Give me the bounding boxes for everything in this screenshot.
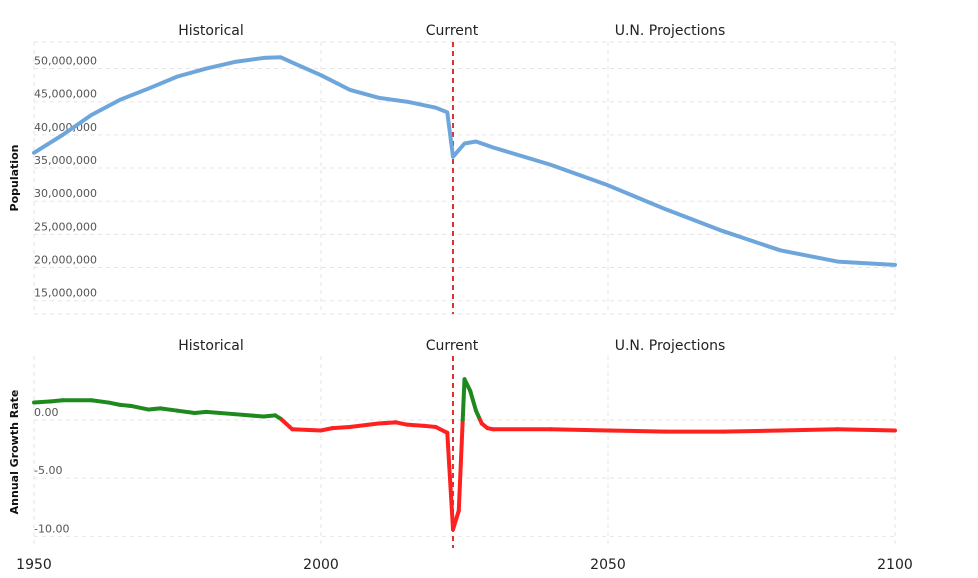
x-tick-label: 2100 xyxy=(877,557,913,573)
growth-rate-segment xyxy=(445,430,456,532)
growth-rate-segment xyxy=(462,377,473,393)
growth-rate-segment xyxy=(606,428,668,434)
era-label-projections: U.N. Projections xyxy=(615,338,726,354)
growth-rate-segment xyxy=(405,422,427,428)
growth-rate-segment xyxy=(456,418,465,513)
x-tick-label: 2000 xyxy=(303,557,339,573)
growth-rate-segment xyxy=(468,388,478,413)
population-line xyxy=(32,55,897,267)
growth-rate-segment xyxy=(376,420,398,426)
growth-rate-segment xyxy=(548,427,610,433)
y-tick-label: 50,000,000 xyxy=(34,55,97,68)
x-axis: 1950 2000 2050 2100 xyxy=(16,557,913,573)
x-tick-label: 1950 xyxy=(16,557,52,573)
y-tick-label: 20,000,000 xyxy=(34,254,97,267)
y-tick-label: 45,000,000 xyxy=(34,88,97,101)
growth-rate-segment xyxy=(32,399,54,405)
y-tick-label: 15,000,000 xyxy=(34,287,97,300)
y-tick-label: 0.00 xyxy=(34,406,59,419)
era-label-current: Current xyxy=(426,338,479,354)
y-axis-label: Population xyxy=(8,145,21,212)
growth-rate-segment xyxy=(204,409,237,417)
era-label-historical: Historical xyxy=(178,23,244,39)
growth-rate-segment xyxy=(720,428,783,434)
y-tick-label: 30,000,000 xyxy=(34,187,97,200)
growth-rate-segment xyxy=(232,412,266,419)
growth-rate-segment xyxy=(290,427,323,433)
y-tick-label: 35,000,000 xyxy=(34,154,97,167)
growth-rate-segment xyxy=(347,421,381,429)
growth-rate-segment xyxy=(89,398,111,405)
growth-rate-segment xyxy=(835,427,897,433)
growth-rate-segment xyxy=(460,377,467,422)
population-panel: 50,000,00045,000,00040,000,00035,000,000… xyxy=(8,23,897,315)
y-axis-label: Annual Growth Rate xyxy=(8,390,21,515)
growth-rate-segment xyxy=(451,508,461,532)
y-tick-label: -10.00 xyxy=(34,522,69,535)
y-tick-label: -5.00 xyxy=(34,464,62,477)
era-label-projections: U.N. Projections xyxy=(615,23,726,39)
growth-rate-segment xyxy=(158,406,180,413)
x-tick-label: 2050 xyxy=(590,557,626,573)
y-tick-label: 25,000,000 xyxy=(34,220,97,233)
era-label-current: Current xyxy=(426,23,479,39)
growth-rate-segment xyxy=(330,424,352,431)
growth-rate-panel: 0.00 -5.00 -10.00 Annual Growth Rate Histori… xyxy=(8,338,897,548)
growth-rate-segment xyxy=(175,408,197,416)
growth-rate-segment xyxy=(778,427,840,433)
growth-rate-segment xyxy=(433,424,450,435)
growth-rate-segment xyxy=(129,404,151,412)
era-label-historical: Historical xyxy=(178,338,244,354)
growth-rate-segment xyxy=(280,418,295,432)
